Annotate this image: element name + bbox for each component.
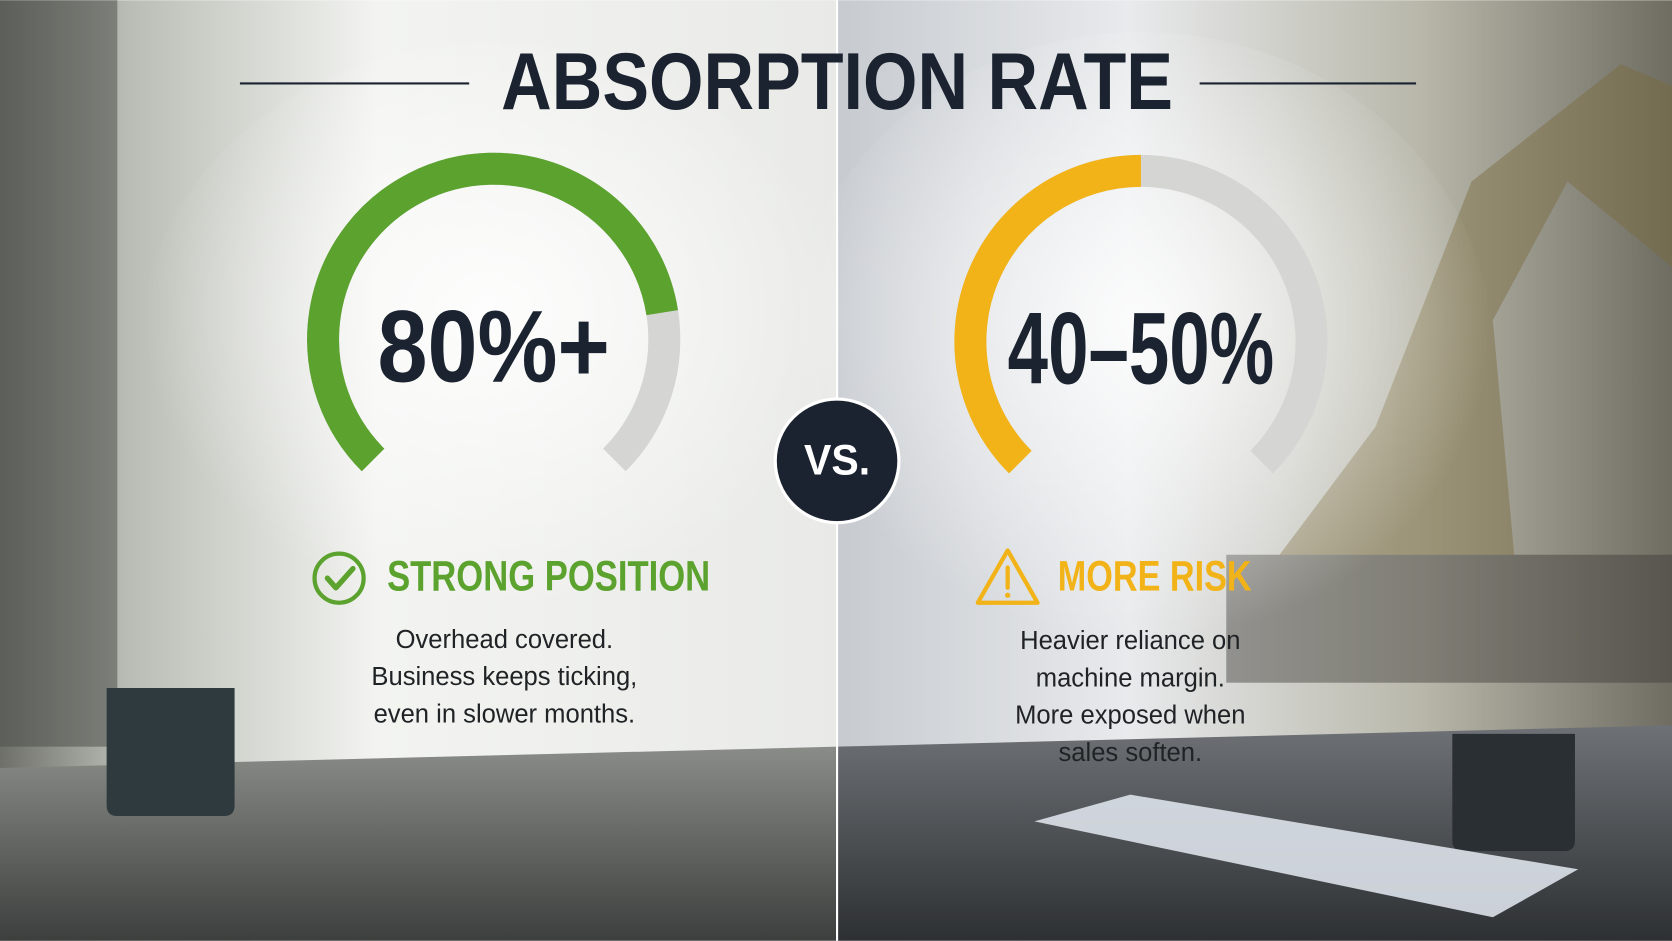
vs-label: VS. (804, 436, 870, 484)
glow-right (789, 32, 1493, 673)
description-line: More exposed when (1015, 702, 1245, 730)
check-icon (312, 551, 366, 605)
warning-dot (1005, 592, 1011, 598)
title: ABSORPTION RATE (501, 37, 1173, 127)
description-line: Business keeps ticking, (371, 663, 637, 691)
clipboard (1034, 794, 1579, 918)
gauge-fill (954, 154, 1142, 474)
status-heading: STRONG POSITION (387, 553, 710, 601)
gauge-label: 40–50% (1008, 290, 1275, 405)
description-line: even in slower months. (374, 701, 636, 729)
description-line: sales soften. (1059, 739, 1203, 767)
gauge-label: 80%+ (377, 288, 609, 403)
check-mark (324, 565, 356, 591)
glow-left (141, 42, 846, 641)
shelf (0, 0, 118, 747)
description-line: Heavier reliance on (1020, 627, 1240, 655)
description-line: Overhead covered. (396, 626, 614, 654)
status-heading: MORE RISK (1058, 553, 1252, 601)
gauge-fill (307, 152, 679, 472)
vs-badge (773, 397, 901, 525)
warning-icon (975, 548, 1040, 605)
mug-left (106, 688, 235, 816)
mug-right (1452, 733, 1575, 852)
description-line: machine margin. (1036, 664, 1225, 692)
